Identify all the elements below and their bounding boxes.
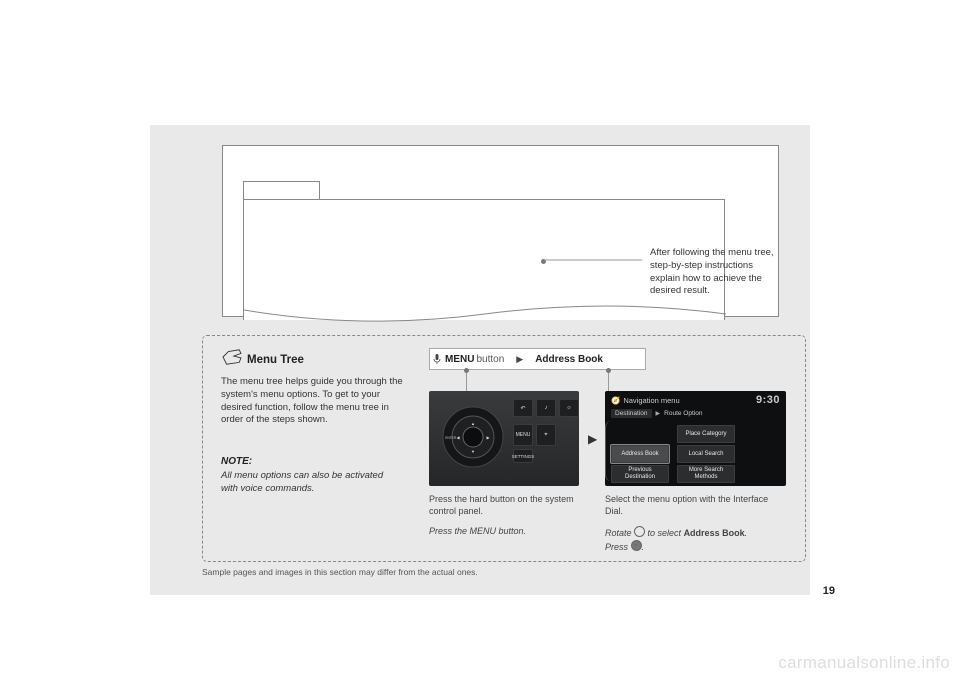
- crumb-menu-label: MENU: [444, 354, 476, 365]
- crumb-route-option: Route Option: [664, 410, 702, 417]
- nav-screen-image: 🧭 Navigation menu 9:30 Destination ▶ Rou…: [605, 391, 786, 486]
- panel-action: Press the MENU button.: [429, 526, 589, 536]
- connector-dot: [464, 368, 469, 373]
- press-dial-icon: [631, 540, 642, 551]
- note-label: NOTE:: [221, 456, 252, 467]
- clock: 9:30: [756, 394, 780, 406]
- footer-note: Sample pages and images in this section …: [202, 567, 478, 577]
- cell-more-search: More Search Methods: [677, 465, 735, 483]
- action-rotate: Rotate: [605, 528, 634, 538]
- action-period: .: [745, 528, 748, 538]
- cell-previous-destination: Previous Destination: [611, 465, 669, 483]
- back-icon: ↶: [513, 399, 533, 417]
- svg-text:▼: ▼: [471, 449, 475, 454]
- cell-place-category: Place Category: [677, 425, 735, 443]
- leader-dot: [541, 259, 546, 264]
- nav-menu-grid: Place Category Address Book Local Search…: [611, 425, 735, 483]
- connector-dot: [606, 368, 611, 373]
- action-select: to select: [645, 528, 684, 538]
- globe-icon: 🧭: [611, 396, 620, 405]
- empty-cell: [611, 425, 669, 443]
- control-panel-image: ▲ ▼ ◀ ▶ ENTER ↶ ♪ ☼ MENU ⌖ SETTINGS: [429, 391, 579, 486]
- side-note: After following the menu tree, step-by-s…: [650, 247, 780, 298]
- voice-icon: [430, 353, 444, 365]
- brightness-icon: ☼: [559, 399, 579, 417]
- menu-breadcrumb: MENU button ▶ Address Book: [429, 348, 646, 370]
- screen-title: 🧭 Navigation menu: [611, 396, 680, 405]
- crumb-address-book: Address Book: [529, 352, 609, 367]
- pointing-hand-icon: [221, 348, 243, 366]
- diagram-tab-box: [243, 181, 320, 201]
- panel-button-grid: ↶ ♪ ☼ MENU ⌖ SETTINGS: [513, 399, 573, 471]
- svg-text:ENTER: ENTER: [445, 436, 457, 440]
- screen-action: Rotate to select Address Book. Press .: [605, 526, 790, 553]
- menu-button: MENU: [513, 424, 533, 446]
- rotate-dial-icon: [634, 526, 645, 537]
- interface-dial-icon: ▲ ▼ ◀ ▶ ENTER: [441, 405, 505, 469]
- svg-text:▲: ▲: [471, 421, 475, 426]
- screen-title-text: Navigation menu: [623, 396, 679, 405]
- nav-icon: ⌖: [536, 424, 556, 446]
- manual-page: After following the menu tree, step-by-s…: [150, 125, 810, 595]
- wavy-bottom: [243, 302, 727, 330]
- screen-breadcrumb: Destination ▶ Route Option: [611, 409, 702, 418]
- flow-arrow-icon: ▶: [588, 432, 597, 446]
- crumb-button-label: button: [476, 354, 510, 365]
- crumb-arrow-icon: ▶: [510, 354, 529, 365]
- panel-caption: Press the hard button on the system cont…: [429, 493, 589, 517]
- music-icon: ♪: [536, 399, 556, 417]
- watermark: carmanualsonline.info: [778, 653, 950, 673]
- settings-button: SETTINGS: [513, 449, 533, 463]
- crumb-arrow-icon: ▶: [656, 410, 661, 417]
- cell-address-book: Address Book: [611, 445, 669, 463]
- screen-caption: Select the menu option with the Interfac…: [605, 493, 785, 517]
- note-text: All menu options can also be activated w…: [221, 470, 401, 496]
- menu-tree-title: Menu Tree: [247, 354, 304, 366]
- page-number: 19: [823, 585, 835, 597]
- menu-tree-body: The menu tree helps guide you through th…: [221, 376, 411, 427]
- action-target: Address Book: [684, 528, 745, 538]
- action-press: Press: [605, 542, 631, 552]
- menu-tree-explainer: Menu Tree The menu tree helps guide you …: [202, 335, 806, 562]
- action-period: .: [642, 542, 645, 552]
- cell-local-search: Local Search: [677, 445, 735, 463]
- crumb-destination: Destination: [611, 409, 652, 418]
